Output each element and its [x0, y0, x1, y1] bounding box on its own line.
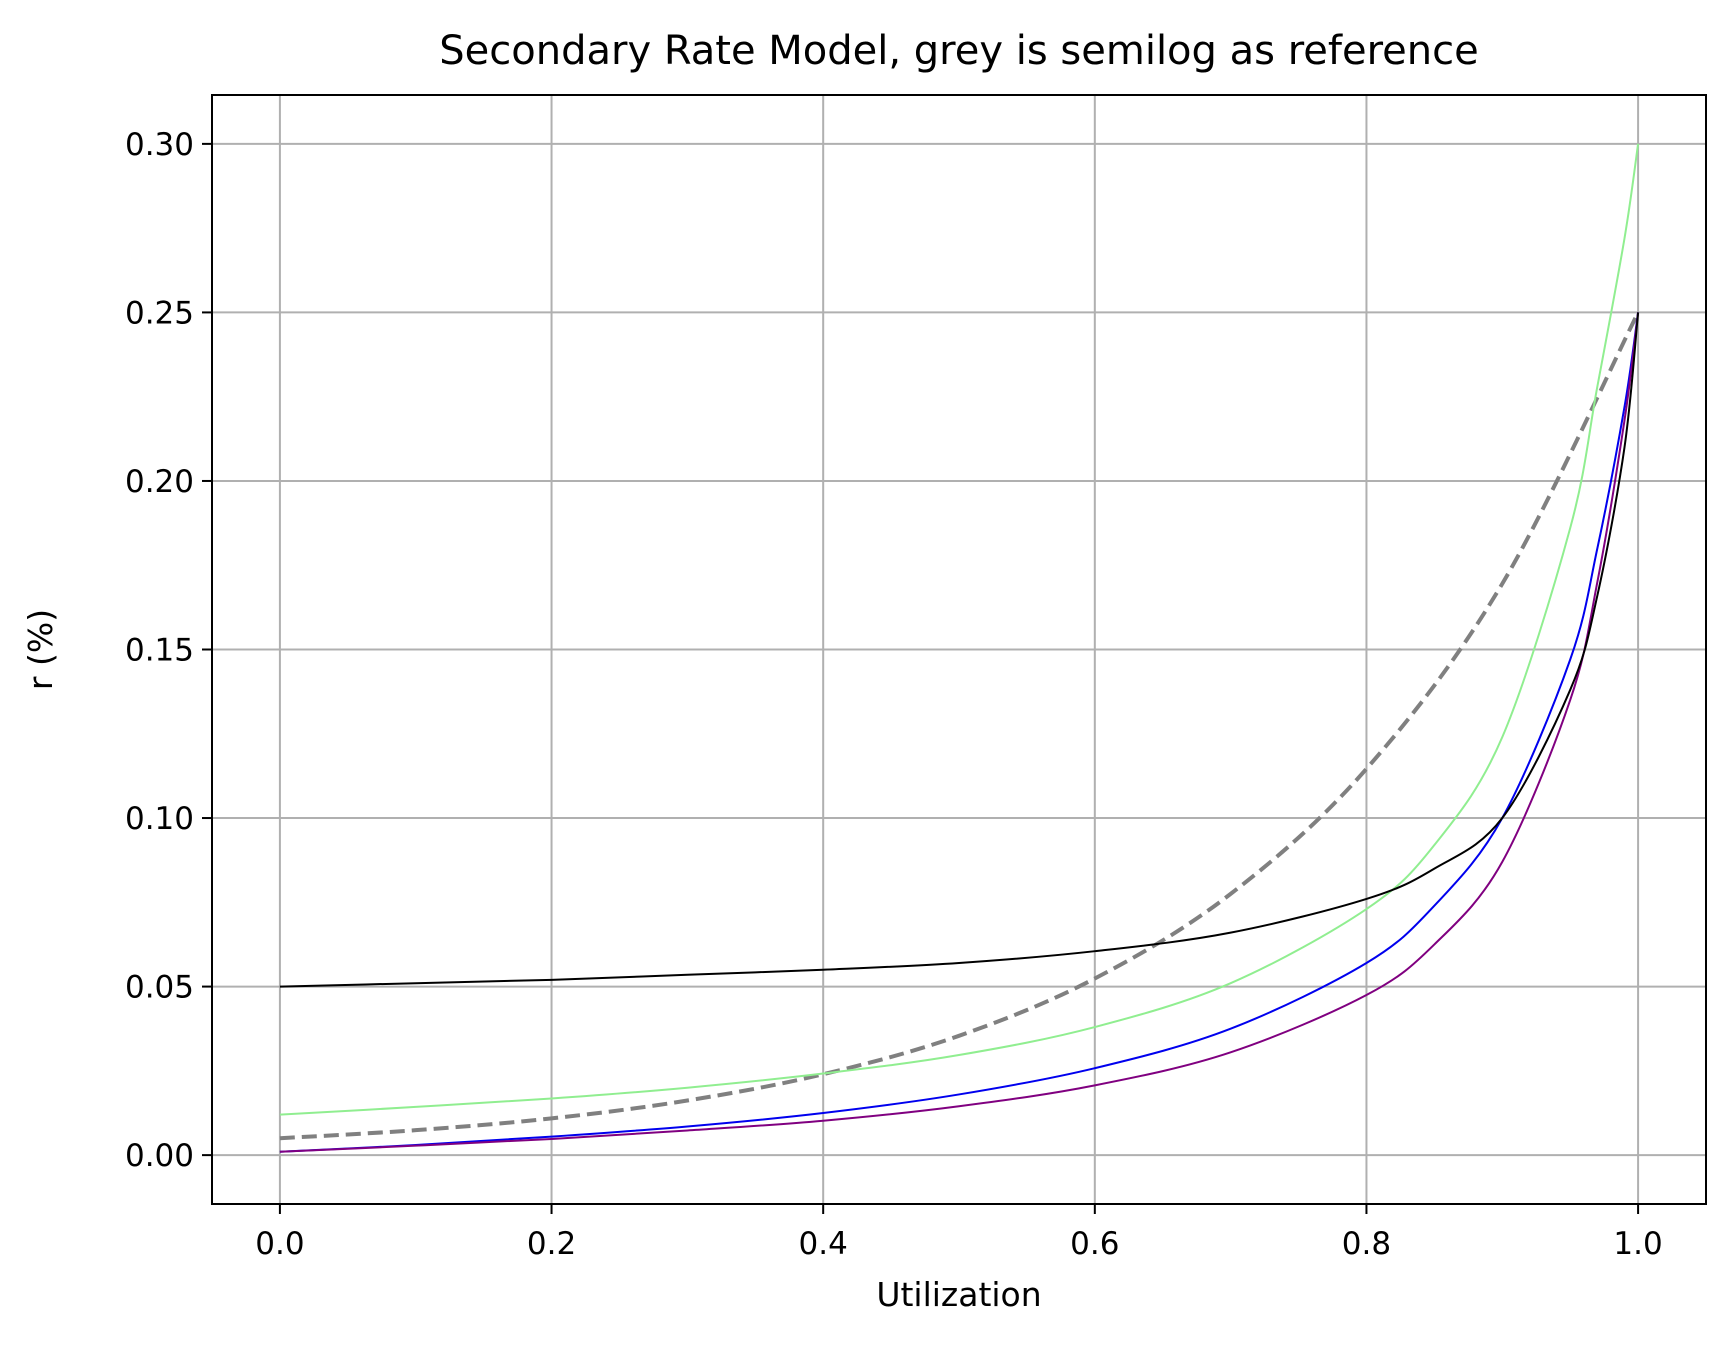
- x-tick-label: 1.0: [1613, 1226, 1662, 1262]
- y-tick-label: 0.30: [125, 127, 194, 163]
- y-tick-label: 0.00: [125, 1138, 194, 1174]
- series-line-4: [279, 312, 1640, 1153]
- chart-title: Secondary Rate Model, grey is semilog as…: [439, 28, 1478, 74]
- x-tick-label: 0.4: [799, 1226, 848, 1262]
- y-tick-label: 0.20: [125, 464, 194, 500]
- series-line-1: [279, 311, 1640, 1141]
- x-tick-label: 0.0: [255, 1226, 304, 1262]
- grid: [212, 95, 1706, 1204]
- series-line-5: [279, 312, 1640, 988]
- x-tick-label: 0.6: [1070, 1226, 1119, 1262]
- y-tick-label: 0.05: [125, 970, 194, 1006]
- y-axis-label: r (%): [21, 609, 60, 690]
- y-tick-label: 0.25: [125, 295, 194, 331]
- x-tick-label: 0.2: [527, 1226, 576, 1262]
- x-tick-label: 0.8: [1342, 1226, 1391, 1262]
- x-axis-label: Utilization: [876, 1275, 1041, 1314]
- axis-ticks: 0.0 0.2 0.4 0.6 0.8 1.0 0.00 0.05 0.10 0.15 0.20 0.…: [125, 127, 1663, 1262]
- series-line-2: [279, 143, 1640, 1116]
- series-line-3: [279, 312, 1640, 1153]
- y-tick-label: 0.15: [125, 633, 194, 669]
- y-tick-label: 0.10: [125, 801, 194, 837]
- series-lines: [279, 143, 1640, 1153]
